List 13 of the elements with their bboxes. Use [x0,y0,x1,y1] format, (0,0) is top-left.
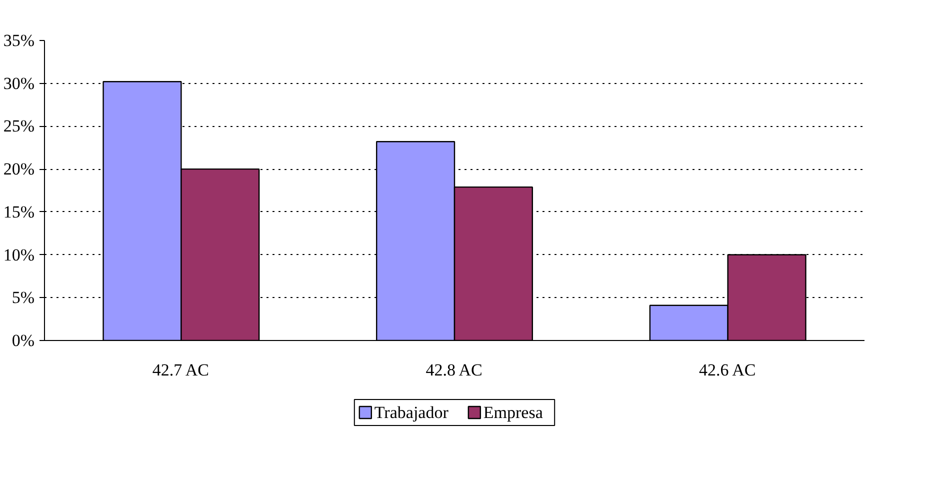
x-tick-label: 42.6 AC [699,360,756,380]
y-tick-label: 15% [3,202,35,222]
y-tick-label: 5% [12,288,35,308]
y-tick-label: 30% [3,74,35,93]
y-tick-label: 35% [3,31,35,50]
x-tick-label: 42.8 AC [426,360,482,380]
y-tick-label: 20% [3,160,35,179]
x-tick-label: 42.7 AC [152,360,210,380]
legend-label: Empresa [483,403,544,422]
y-tick-label: 10% [3,245,35,264]
legend-label: Trabajador [374,403,449,422]
y-tick-label: 25% [3,116,35,136]
y-tick-label: 0% [12,331,35,350]
